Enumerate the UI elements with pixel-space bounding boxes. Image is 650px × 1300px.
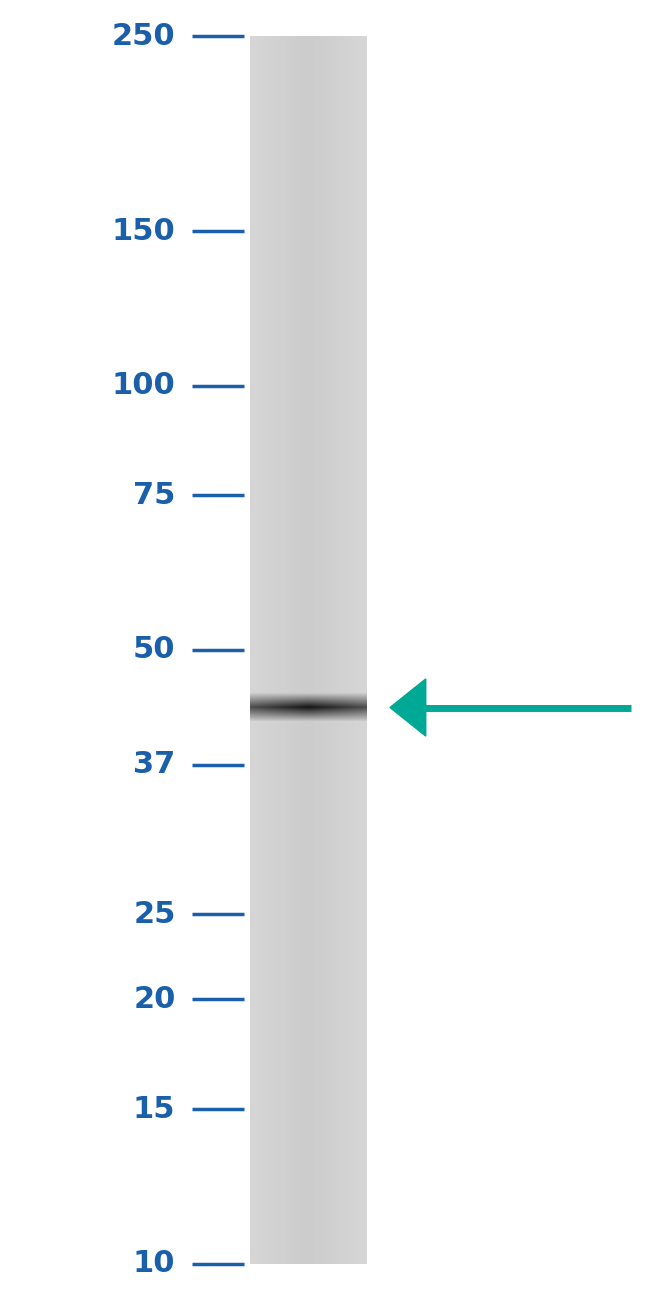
Text: 37: 37 xyxy=(133,750,176,779)
Text: 20: 20 xyxy=(133,985,176,1014)
Text: 10: 10 xyxy=(133,1249,176,1278)
Text: 50: 50 xyxy=(133,636,176,664)
Text: 25: 25 xyxy=(133,900,176,928)
Text: 250: 250 xyxy=(112,22,176,51)
Polygon shape xyxy=(390,679,426,736)
Text: 15: 15 xyxy=(133,1095,176,1123)
Text: 75: 75 xyxy=(133,481,176,510)
Text: 150: 150 xyxy=(112,217,176,246)
Text: 100: 100 xyxy=(112,372,176,400)
